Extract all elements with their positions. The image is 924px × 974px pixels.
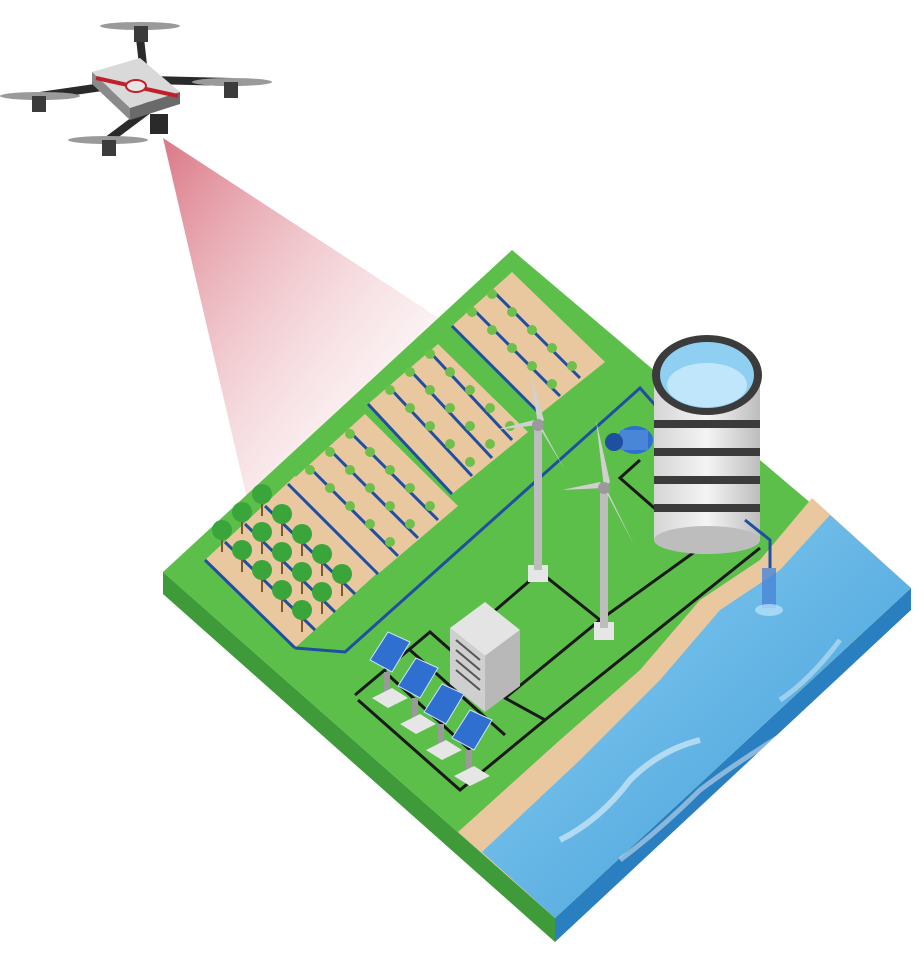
control-unit xyxy=(450,602,520,712)
sensor-probe xyxy=(744,518,783,616)
solar-panels xyxy=(369,631,493,786)
farm-ground xyxy=(163,250,911,942)
camera-beam xyxy=(163,138,445,503)
water-tank xyxy=(652,335,762,554)
drone xyxy=(0,22,272,156)
wind-turbine-1 xyxy=(495,372,565,582)
plot-crops-3 xyxy=(452,272,605,414)
plot-crops-2 xyxy=(368,344,528,494)
sea xyxy=(482,515,911,918)
camera xyxy=(150,114,168,134)
plot-palms xyxy=(205,476,385,648)
wind-turbine-2 xyxy=(562,420,634,640)
palm-trees xyxy=(212,484,352,632)
water-pump xyxy=(605,426,653,454)
